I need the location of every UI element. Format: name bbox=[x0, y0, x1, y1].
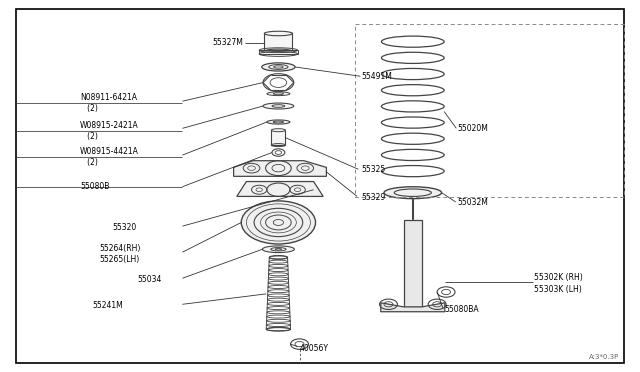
Polygon shape bbox=[237, 182, 323, 196]
Text: 55329: 55329 bbox=[362, 193, 386, 202]
Text: W08915-4421A
   (2): W08915-4421A (2) bbox=[80, 147, 139, 167]
Text: 55264(RH)
55265(LH): 55264(RH) 55265(LH) bbox=[99, 244, 141, 264]
Ellipse shape bbox=[263, 103, 294, 109]
Text: 55302K (RH)
55303K (LH): 55302K (RH) 55303K (LH) bbox=[534, 273, 583, 294]
Text: 55020M: 55020M bbox=[458, 124, 488, 133]
Text: 55491M: 55491M bbox=[362, 72, 392, 81]
Ellipse shape bbox=[267, 92, 290, 96]
Text: 55327M: 55327M bbox=[212, 38, 243, 47]
Text: N08911-6421A
   (2): N08911-6421A (2) bbox=[80, 93, 137, 113]
Circle shape bbox=[241, 201, 316, 244]
Ellipse shape bbox=[271, 129, 285, 132]
Text: 40056Y: 40056Y bbox=[300, 344, 328, 353]
Text: 55080B: 55080B bbox=[80, 182, 109, 191]
Ellipse shape bbox=[262, 246, 294, 253]
Bar bbox=[259, 50, 298, 54]
Polygon shape bbox=[381, 303, 445, 312]
Bar bbox=[264, 33, 292, 51]
Text: W08915-2421A
   (2): W08915-2421A (2) bbox=[80, 121, 139, 141]
Text: A:3*0.3P: A:3*0.3P bbox=[589, 354, 620, 360]
Text: 55325: 55325 bbox=[362, 165, 386, 174]
Text: 55320: 55320 bbox=[112, 223, 136, 232]
Ellipse shape bbox=[262, 63, 295, 71]
Ellipse shape bbox=[384, 187, 442, 199]
Ellipse shape bbox=[267, 120, 290, 124]
Bar bbox=[404, 220, 422, 307]
Polygon shape bbox=[234, 161, 326, 176]
Text: 55241M: 55241M bbox=[93, 301, 124, 310]
Ellipse shape bbox=[264, 31, 292, 36]
Text: 55080BA: 55080BA bbox=[445, 305, 479, 314]
Text: 55032M: 55032M bbox=[458, 198, 488, 207]
Bar bbox=[271, 130, 285, 145]
Text: 55034: 55034 bbox=[138, 275, 162, 284]
